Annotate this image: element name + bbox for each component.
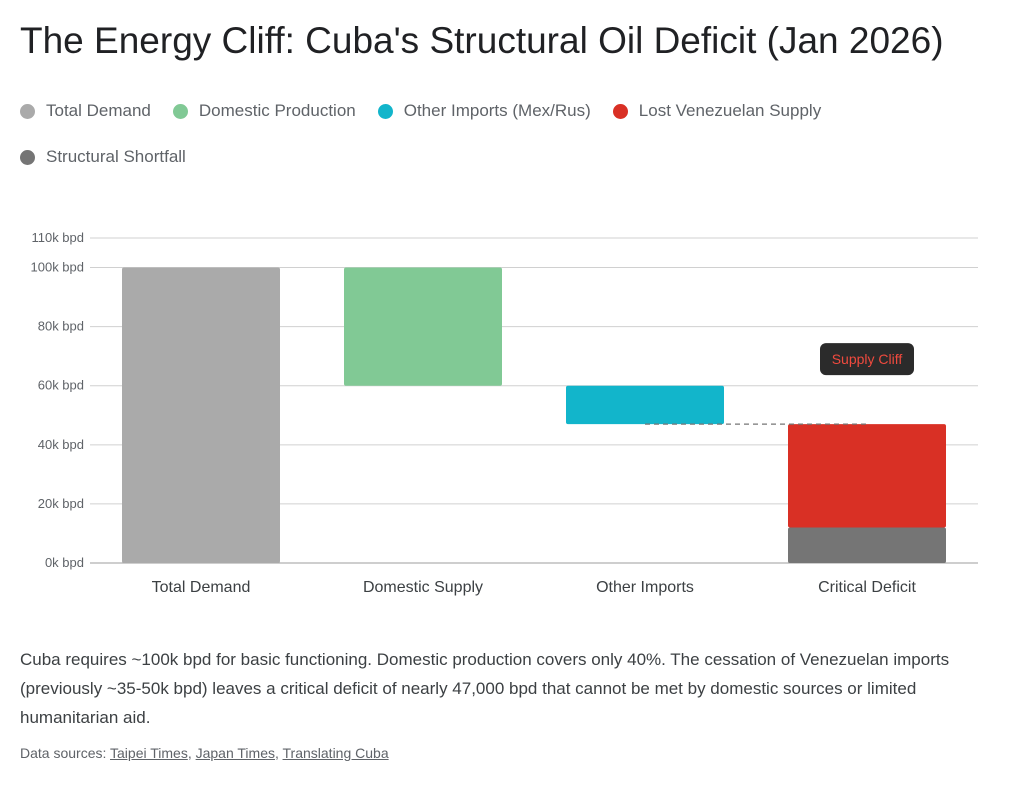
x-tick-label: Critical Deficit [818, 579, 916, 596]
legend-swatch [20, 103, 35, 119]
y-tick-label: 0k bpd [45, 555, 84, 570]
source-link-taipei-times[interactable]: Taipei Times [110, 745, 188, 761]
legend-item-domestic-production[interactable]: Domestic Production [172, 100, 356, 122]
data-sources: Data sources: Taipei Times, Japan Times,… [20, 745, 389, 761]
legend-item-lost-venezuelan-supply[interactable]: Lost Venezuelan Supply [612, 100, 822, 122]
sources-prefix: Data sources: [20, 745, 111, 761]
x-tick-label: Other Imports [596, 579, 694, 596]
legend-swatch [377, 103, 393, 119]
legend-item-other-imports[interactable]: Other Imports (Mex/Rus) [377, 100, 591, 122]
y-tick-label: 80k bpd [38, 319, 84, 334]
chart-title: The Energy Cliff: Cuba's Structural Oil … [20, 20, 944, 61]
legend-label: Lost Venezuelan Supply [638, 101, 822, 120]
legend-label: Total Demand [46, 101, 151, 120]
y-tick-label: 100k bpd [31, 260, 85, 275]
y-tick-label: 110k bpd [31, 230, 84, 245]
annotation-label: Supply Cliff [832, 351, 903, 367]
source-link-translating-cuba[interactable]: Translating Cuba [282, 745, 389, 761]
legend-item-total-demand[interactable]: Total Demand [20, 100, 151, 122]
legend-swatch [20, 149, 35, 165]
legend-label: Structural Shortfall [46, 147, 186, 166]
sources-separator: , [274, 745, 283, 761]
y-tick-label: 20k bpd [38, 496, 84, 511]
chart-description: Cuba requires ~100k bpd for basic functi… [20, 650, 950, 727]
sources-separator: , [187, 745, 196, 761]
legend-swatch [612, 103, 628, 119]
legend: Total Demand Domestic Production Other I… [20, 100, 980, 168]
legend-label: Domestic Production [198, 101, 356, 120]
legend-item-structural-shortfall[interactable]: Structural Shortfall [20, 146, 186, 168]
x-tick-label: Total Demand [152, 579, 251, 596]
bar-lost-venezuelan-supply [788, 424, 946, 528]
x-tick-label: Domestic Supply [363, 579, 483, 596]
annotation-box [820, 343, 914, 376]
bar-total-demand [122, 267, 280, 563]
legend-label: Other Imports (Mex/Rus) [403, 101, 591, 120]
source-link-japan-times[interactable]: Japan Times [195, 745, 275, 761]
bar-structural-shortfall [788, 527, 946, 563]
bar-other-imports-mex-rus [566, 385, 724, 425]
y-tick-label: 40k bpd [38, 437, 84, 452]
y-tick-label: 60k bpd [38, 378, 84, 393]
annotation-supply-cliff: Supply Cliff [820, 343, 914, 376]
bar-domestic-production [344, 267, 502, 386]
legend-swatch [172, 103, 188, 119]
